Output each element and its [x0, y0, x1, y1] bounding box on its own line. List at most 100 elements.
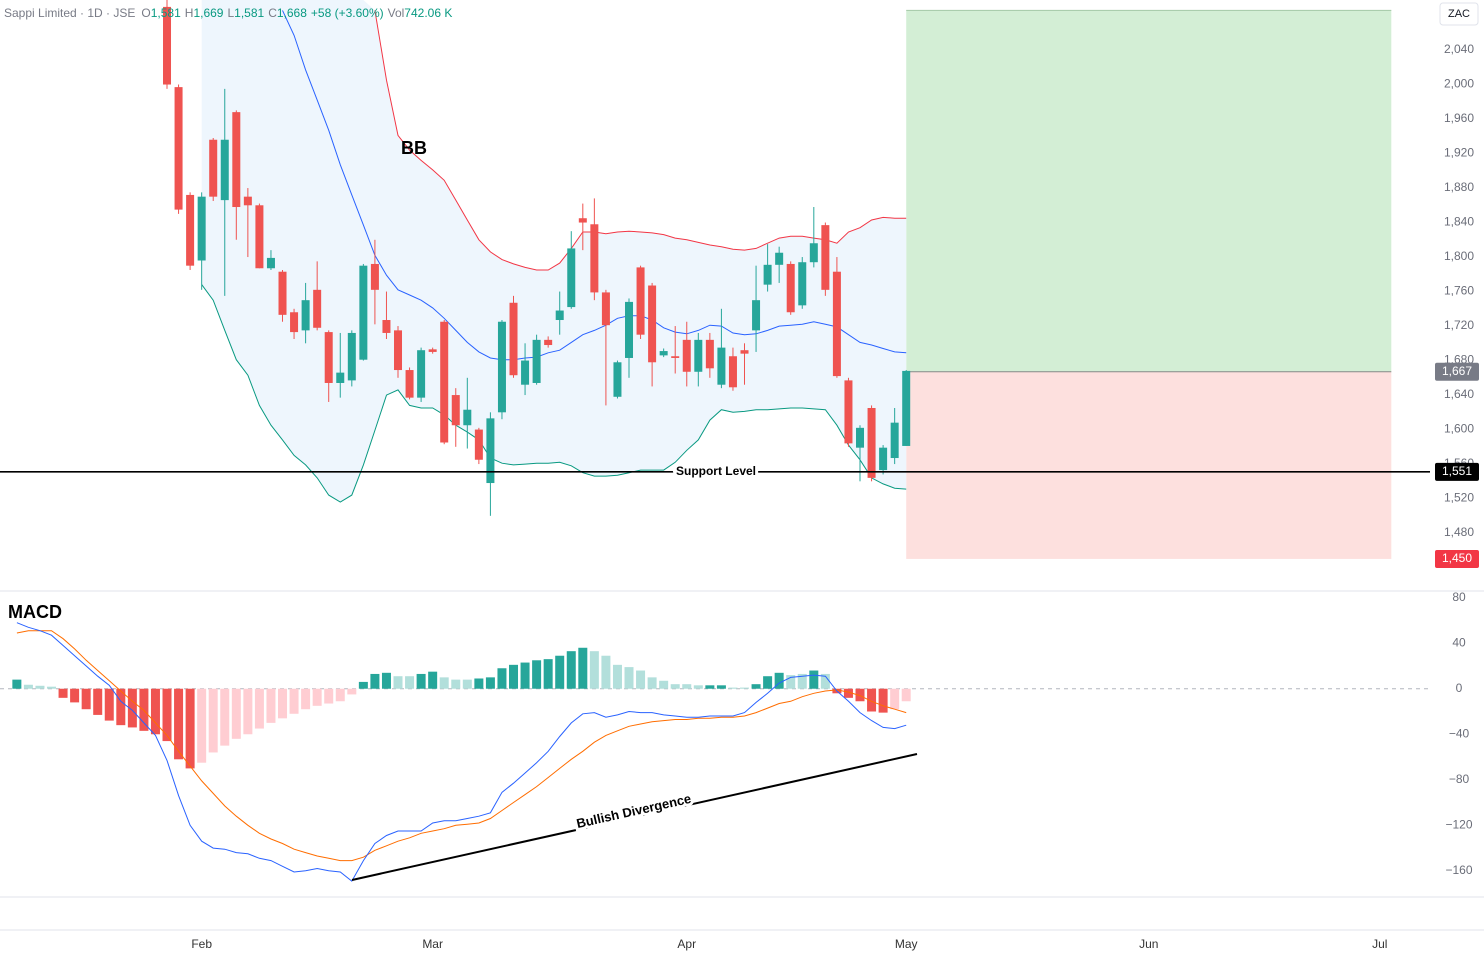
y-tick-label: 1,600 [1444, 422, 1474, 436]
x-tick-label: Jul [1372, 937, 1387, 951]
price-tag-label: 1,667 [1442, 364, 1472, 378]
histogram-bar [462, 679, 472, 689]
histogram-bar [150, 688, 160, 735]
price-tag: 1,450 [1435, 549, 1479, 568]
histogram-bar [116, 688, 126, 726]
candle-body [728, 356, 737, 388]
histogram-bar [809, 670, 819, 689]
quote-value: 1,669 [193, 6, 224, 20]
price-tag-box [1435, 362, 1479, 381]
candle-body [544, 339, 553, 346]
candle-body [856, 427, 865, 448]
histogram-bar [751, 684, 761, 689]
histogram-bar [786, 675, 796, 689]
histogram-bar [451, 679, 461, 689]
candle-body [775, 252, 784, 265]
price-pane [163, 0, 1392, 559]
x-tick-label: Feb [191, 937, 212, 951]
bb-middle [282, 10, 907, 361]
candle-body [313, 289, 322, 328]
candle-body [405, 370, 414, 398]
candle-body [578, 218, 587, 223]
candle-body [625, 301, 634, 358]
y-tick-label: −40 [1449, 726, 1470, 740]
candle-body [186, 194, 195, 266]
histogram-bar [254, 688, 264, 729]
macd-line [16, 622, 907, 882]
histogram-bar [23, 684, 33, 689]
x-tick-label: May [895, 937, 918, 951]
histogram-bar [901, 688, 911, 702]
histogram-bar [428, 671, 438, 689]
histogram-bar [624, 667, 634, 689]
quote-key: O [141, 6, 151, 20]
candle-body [440, 321, 449, 443]
histogram-bar [578, 647, 588, 689]
candle-body [209, 139, 218, 197]
histogram-bar [208, 688, 218, 753]
volume: 742.06 K [404, 6, 453, 20]
histogram-bar [231, 688, 241, 739]
candle-body [902, 370, 911, 446]
candle-body [417, 350, 426, 398]
candle-body [174, 87, 183, 210]
candle-body [266, 257, 275, 269]
y-tick-label: 0 [1456, 681, 1463, 695]
histogram-bar [693, 685, 703, 689]
candle-body [486, 418, 495, 484]
quote-key: H [184, 6, 194, 20]
histogram-bar [104, 688, 114, 721]
histogram-bar [612, 664, 622, 689]
y-tick-label: 1,640 [1444, 387, 1474, 401]
candle-body [278, 271, 287, 315]
candle-body [474, 429, 483, 460]
candle-body [451, 395, 460, 426]
price-tag-box [1435, 462, 1479, 481]
y-tick-label: 1,720 [1444, 318, 1474, 332]
histogram-bar [774, 672, 784, 689]
x-tick-label: Jun [1139, 937, 1158, 951]
histogram-bar [543, 659, 553, 689]
histogram-bar [589, 651, 599, 689]
candle-body [243, 196, 252, 206]
quote-key: C [268, 6, 277, 20]
histogram-bar [439, 677, 449, 689]
candle-body [671, 356, 680, 358]
histogram-bar [289, 688, 299, 714]
bb-label: BB [401, 138, 427, 158]
histogram-bar [381, 672, 391, 689]
histogram-bar [301, 688, 311, 710]
candle-body [601, 292, 610, 326]
currency: ZAC [1448, 8, 1470, 20]
candle-body [336, 372, 345, 383]
histogram-bar [70, 688, 80, 703]
volume-key: Vol [387, 6, 405, 20]
histogram-bar [312, 688, 322, 706]
candle-body [532, 339, 541, 383]
loss-zone [906, 371, 1392, 559]
x-tick-label: Mar [422, 937, 443, 951]
candle-body [752, 300, 761, 331]
candle-body [879, 447, 888, 471]
histogram-bar [93, 688, 103, 715]
histogram-bar [12, 679, 22, 689]
histogram-bar [497, 668, 507, 689]
histogram-bar [324, 688, 334, 704]
y-tick-label: 1,520 [1444, 491, 1474, 505]
histogram-bar [485, 677, 495, 689]
candle-body [740, 350, 749, 354]
histogram-bar [878, 688, 888, 713]
histogram-bar [867, 688, 877, 712]
histogram-bar [555, 655, 565, 689]
histogram-bar [705, 685, 715, 689]
histogram-bar [820, 673, 830, 689]
y-tick-label: 1,800 [1444, 249, 1474, 263]
profit-zone [906, 10, 1392, 372]
histogram-bar [127, 688, 137, 728]
y-tick-label: 2,000 [1444, 77, 1474, 91]
candle-body [463, 409, 472, 426]
y-tick-label: 2,040 [1444, 42, 1474, 56]
y-tick-label: 1,760 [1444, 284, 1474, 298]
candle-body [382, 320, 391, 333]
